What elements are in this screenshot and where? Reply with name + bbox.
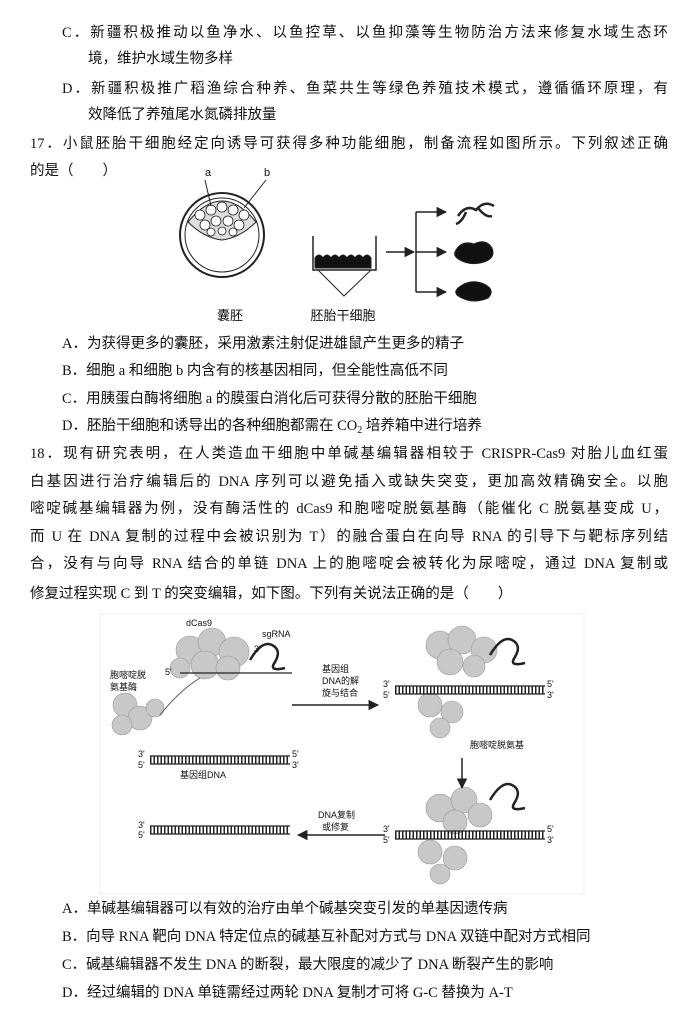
label-replication: DNA复制 [318, 809, 355, 820]
option-line: D．新疆积极推广稻渔综合种养、鱼菜共生等绿色养殖技术模式，遵循循环原理，有 [62, 81, 668, 97]
label-unwind: 旋与结合 [322, 687, 358, 698]
option-line: 效降低了养殖尾水氮磷排放量 [88, 107, 277, 123]
option-line: C．新疆积极推动以鱼净水、以鱼控草、以鱼抑藻等生物防治方法来修复水域生态环 [62, 25, 668, 41]
strand-end: 3' [138, 820, 145, 830]
label-a: a [205, 167, 212, 179]
option: B．细胞 a 和细胞 b 内含有的核基因相同，但全能性高低不同 [62, 363, 448, 379]
question-stem: 合，没有与向导 RNA 结合的单链 DNA 上的胞嘧啶会被转化为尿嘧啶，通过 D… [30, 556, 668, 572]
option-text: 培养箱中进行培养 [362, 418, 482, 434]
strand-end: 5' [547, 679, 554, 689]
strand-end: 3' [383, 824, 390, 834]
strand-end: 5' [292, 749, 299, 759]
option-line: 境，维护水域生物多样 [88, 51, 233, 67]
question-stem: 17．小鼠胚胎干细胞经定向诱导可获得多种功能细胞，制备流程如图所示。下列叙述正确 [30, 136, 668, 152]
option: D．胚胎干细胞和诱导出的各种细胞都需在 CO2 培养箱中进行培养 [62, 415, 482, 437]
strand-end: 5' [383, 835, 390, 845]
label-deaminase: 胞嘧啶脱 [110, 669, 146, 680]
label-b: b [264, 167, 270, 179]
option: A．为获得更多的囊胚，采用激素注射促进雄鼠产生更多的精子 [62, 336, 464, 352]
strand-end: 3' [292, 760, 299, 770]
strand-end: 5' [383, 690, 390, 700]
label-genomic-dna: 基因组DNA [180, 769, 226, 780]
strand-end: 3' [254, 644, 261, 654]
label-deaminase: 氨基酶 [110, 681, 137, 692]
option: C．碱基编辑器不发生 DNA 的断裂，最大限度的减少了 DNA 断裂产生的影响 [62, 957, 554, 973]
question-stem: 修复过程实现 C 到 T 的突变编辑，如下图。下列有关说法正确的是（ ） [30, 586, 513, 602]
strand-end: 3' [547, 690, 554, 700]
label-unwind: DNA的解 [322, 675, 359, 686]
question-stem: 的是（ ） [30, 163, 117, 179]
question-stem: 18．现有研究表明，在人类造血干细胞中单碱基编辑器相较于 CRISPR-Cas9… [30, 446, 668, 462]
subscript: 2 [357, 425, 363, 436]
strand-end: 5' [547, 824, 554, 834]
label-replication: 或修复 [322, 821, 349, 832]
figure-18 [99, 613, 585, 895]
figure-18-labels: dCas9 sgRNA 胞嘧啶脱 氨基酶 基因组 DNA的解 旋与结合 胞嘧啶脱… [110, 618, 554, 845]
label-unwind: 基因组 [322, 663, 349, 674]
strand-end: 5' [165, 667, 172, 677]
question-stem: 而 U 在 DNA 复制的过程中会被识别为 T）的融合蛋白在向导 RNA 的引导… [30, 529, 668, 545]
strand-end: 5' [138, 760, 145, 770]
strand-end: 5' [138, 830, 145, 840]
strand-end: 3' [138, 749, 145, 759]
label-deamination: 胞嘧啶脱氨基 [470, 739, 524, 750]
strand-end: 3' [547, 835, 554, 845]
label-esc: 胚胎干细胞 [310, 308, 375, 323]
strand-end: 3' [383, 679, 390, 689]
label-dcas9: dCas9 [186, 618, 212, 628]
option: C．用胰蛋白酶将细胞 a 的膜蛋白消化后可获得分散的胚胎干细胞 [62, 391, 477, 407]
question-stem: 嘧啶碱基编辑器为例，没有酶活性的 dCas9 和胞嘧啶脱氨基酶（能催化 C 脱氨… [30, 501, 668, 517]
option: A．单碱基编辑器可以有效的治疗由单个碱基突变引发的单基因遗传病 [62, 901, 508, 917]
label-sgrna: sgRNA [262, 629, 291, 639]
option: B．向导 RNA 靶向 DNA 特定位点的碱基互补配对方式与 DNA 双链中配对… [62, 929, 591, 945]
option-text: D．胚胎干细胞和诱导出的各种细胞都需在 CO [62, 418, 358, 434]
figure-17 [179, 179, 495, 302]
option: D．经过编辑的 DNA 单链需经过两轮 DNA 复制才可将 G-C 替换为 A-… [62, 985, 513, 1001]
question-stem: 白基因进行治疗编辑后的 DNA 序列可以避免插入或缺失突变，更加高效精确安全。以… [30, 474, 668, 490]
label-blastocyst: 囊胚 [217, 308, 243, 323]
